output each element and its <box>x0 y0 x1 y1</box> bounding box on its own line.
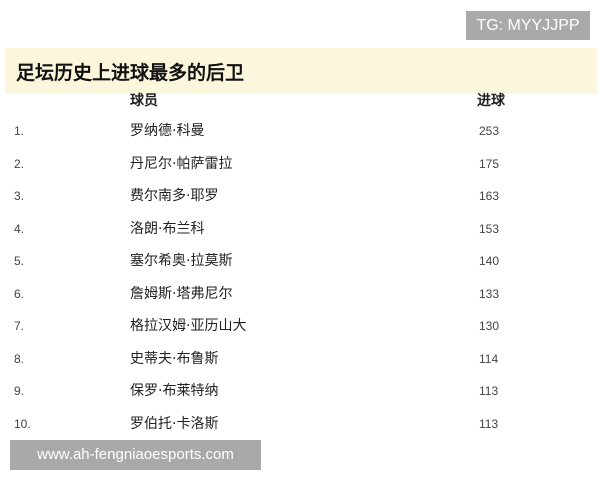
goals-cell: 113 <box>479 384 499 398</box>
goals-cell: 153 <box>479 221 500 236</box>
player-name: 保罗·布莱特纳 <box>130 383 219 399</box>
player-name: 格拉汉姆·亚历山大 <box>130 318 247 334</box>
rank-cell: 9. <box>14 384 25 398</box>
rank-cell: 7. <box>14 319 25 333</box>
table-row: 5. 塞尔希奥·拉莫斯 140 <box>0 245 600 277</box>
rank-cell: 4. <box>14 221 25 236</box>
goals-cell: 175 <box>479 156 500 171</box>
table-row: 1. 罗纳德·科曼 253 <box>0 115 600 147</box>
player-name: 费尔南多·耶罗 <box>130 188 219 204</box>
player-name: 罗纳德·科曼 <box>130 123 205 139</box>
goals-cell: 114 <box>479 351 499 366</box>
player-name: 罗伯托·卡洛斯 <box>130 415 219 432</box>
watermark: www.ah-fengniaoesports.com <box>10 440 261 470</box>
rank-cell: 1. <box>14 124 25 138</box>
rank-cell: 5. <box>14 254 25 268</box>
table-row: 10. 罗伯托·卡洛斯 113 <box>0 408 600 440</box>
table-row: 2. 丹尼尔·帕萨雷拉 175 <box>0 148 600 180</box>
column-header-goals: 进球 <box>477 93 505 109</box>
title-band: 足坛历史上进球最多的后卫 <box>5 48 597 94</box>
player-name: 洛朗·布兰科 <box>130 220 205 237</box>
player-name: 史蒂夫·布鲁斯 <box>130 350 219 367</box>
rank-cell: 3. <box>14 189 25 203</box>
table-row: 6. 詹姆斯·塔弗尼尔 133 <box>0 278 600 310</box>
rank-cell: 8. <box>14 351 25 366</box>
player-name: 塞尔希奥·拉莫斯 <box>130 253 233 269</box>
tg-badge: TG: MYYJJPP <box>466 11 590 40</box>
rank-cell: 6. <box>14 286 25 301</box>
column-header-player: 球员 <box>130 93 158 109</box>
rank-cell: 2. <box>14 156 25 171</box>
player-name: 丹尼尔·帕萨雷拉 <box>130 155 233 172</box>
table-row: 7. 格拉汉姆·亚历山大 130 <box>0 310 600 342</box>
table-row: 9. 保罗·布莱特纳 113 <box>0 375 600 407</box>
table-row: 3. 费尔南多·耶罗 163 <box>0 180 600 212</box>
goals-cell: 133 <box>479 286 500 301</box>
goals-cell: 130 <box>479 319 500 333</box>
goals-cell: 253 <box>479 124 500 138</box>
rank-cell: 10. <box>14 416 31 431</box>
table-row: 8. 史蒂夫·布鲁斯 114 <box>0 343 600 375</box>
table-row: 4. 洛朗·布兰科 153 <box>0 213 600 245</box>
goals-cell: 163 <box>479 189 500 203</box>
page-title: 足坛历史上进球最多的后卫 <box>16 62 245 84</box>
goals-cell: 140 <box>479 254 500 268</box>
player-name: 詹姆斯·塔弗尼尔 <box>130 285 233 302</box>
goals-cell: 113 <box>479 416 499 431</box>
